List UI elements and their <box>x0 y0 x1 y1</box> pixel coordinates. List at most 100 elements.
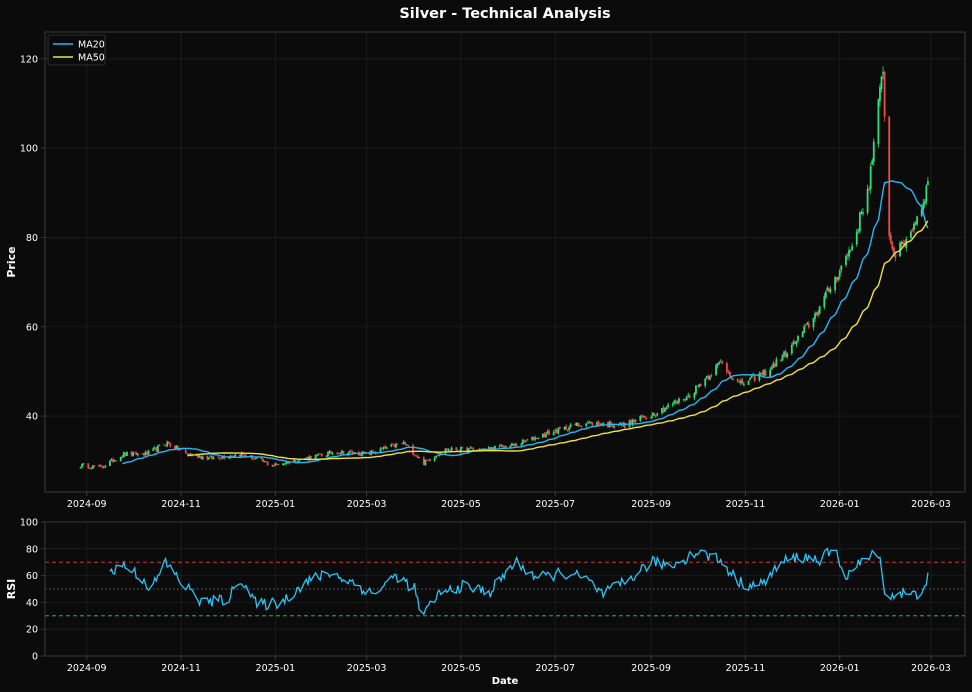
candle-body <box>490 447 493 450</box>
candle-body <box>166 441 169 447</box>
candle-body <box>136 453 139 456</box>
candle-body <box>494 446 496 451</box>
candle-body <box>705 376 708 379</box>
candle-body <box>851 245 854 251</box>
rsi-x-tick-label: 2025-11 <box>726 663 766 674</box>
candle-body <box>395 443 397 448</box>
price-tick-label: 80 <box>26 233 38 244</box>
candle-body <box>243 454 246 456</box>
price-tick-label: 100 <box>20 144 38 155</box>
candle-body <box>173 446 176 449</box>
candle-body <box>718 362 721 364</box>
candle-body <box>126 451 128 457</box>
candle-body <box>146 451 148 455</box>
candle-body <box>249 455 252 457</box>
candle-body <box>305 457 308 459</box>
candle-body <box>645 417 648 419</box>
candle-body <box>761 372 764 375</box>
candle-body <box>568 427 571 431</box>
candle-body <box>693 392 696 399</box>
candle-body <box>552 431 555 436</box>
candle-body <box>316 454 319 456</box>
price-x-tick-label: 2025-01 <box>256 499 296 510</box>
candle-body <box>331 453 334 455</box>
candle-body <box>695 385 697 394</box>
price-x-tick-label: 2024-09 <box>67 499 107 510</box>
candle-body <box>784 351 787 358</box>
candle-body <box>848 249 850 257</box>
candle-body <box>293 459 295 462</box>
candle-body <box>792 342 795 345</box>
price-axes-background <box>45 32 965 492</box>
candle-body <box>892 247 895 256</box>
candle-body <box>877 99 880 144</box>
candle-body <box>837 277 840 280</box>
candle-body <box>534 437 537 440</box>
candle-body <box>623 422 626 428</box>
candle-body <box>444 448 447 454</box>
price-y-ticks: 40 60 80 100 120 <box>20 54 45 423</box>
candle-body <box>393 444 396 448</box>
candle-body <box>206 456 209 460</box>
candle-body <box>790 344 793 354</box>
candle-body <box>319 453 322 455</box>
price-axis-label: Price <box>5 246 18 277</box>
candle-body <box>385 447 388 449</box>
candle-body <box>470 447 473 449</box>
candle-body <box>124 452 127 456</box>
candle-body <box>201 456 204 460</box>
candle-body <box>509 445 512 449</box>
candle-body <box>823 296 826 307</box>
price-tick-label: 60 <box>26 322 38 333</box>
candle-body <box>429 459 431 461</box>
candle-body <box>698 384 700 387</box>
candle-body <box>435 455 438 458</box>
candle-body <box>900 241 903 245</box>
candle-body <box>925 185 928 202</box>
candle-body <box>169 443 172 446</box>
candle-body <box>407 445 410 447</box>
candle-body <box>515 443 518 446</box>
legend-ma20-label: MA20 <box>78 40 105 51</box>
price-gridlines <box>45 32 965 492</box>
candle-body <box>566 429 569 431</box>
rsi-x-tick-label: 2026-03 <box>911 663 951 674</box>
candle-body <box>308 456 311 461</box>
price-panel: 40 60 80 100 120 2024-09 2024-11 2025-01 2025-0… <box>5 31 966 510</box>
candle-body <box>240 452 243 457</box>
candle-body <box>155 447 158 452</box>
candle-body <box>545 433 547 437</box>
candle-body <box>613 425 615 428</box>
candle-body <box>894 254 897 258</box>
candle-body <box>79 467 82 469</box>
candle-body <box>121 456 124 458</box>
candle-body <box>671 404 674 406</box>
candle-body <box>541 433 544 438</box>
candle-body <box>328 451 331 454</box>
candle-body <box>739 380 742 383</box>
candle-body <box>175 445 178 450</box>
candle-body <box>180 448 182 450</box>
candle-body <box>708 376 711 380</box>
candle-body <box>806 322 809 325</box>
rsi-tick-label: 40 <box>26 598 38 609</box>
candle-body <box>537 437 540 439</box>
candle-body <box>449 449 452 451</box>
candle-body <box>880 76 883 90</box>
candle-body <box>254 458 257 460</box>
candle-body <box>501 445 504 448</box>
candle-body <box>634 420 637 422</box>
rsi-tick-label: 20 <box>26 625 38 636</box>
candle-body <box>696 385 699 387</box>
candle-body <box>401 443 404 445</box>
candle-body <box>511 443 513 446</box>
candle-body <box>715 365 717 375</box>
candle-body <box>92 465 94 469</box>
candle-body <box>503 445 506 447</box>
legend-ma50-label: MA50 <box>78 53 105 64</box>
candle-body <box>514 443 516 446</box>
candle-body <box>678 398 680 403</box>
price-axes-frame <box>44 31 966 493</box>
candle-body <box>721 362 724 364</box>
rsi-x-tick-label: 2025-09 <box>631 663 671 674</box>
